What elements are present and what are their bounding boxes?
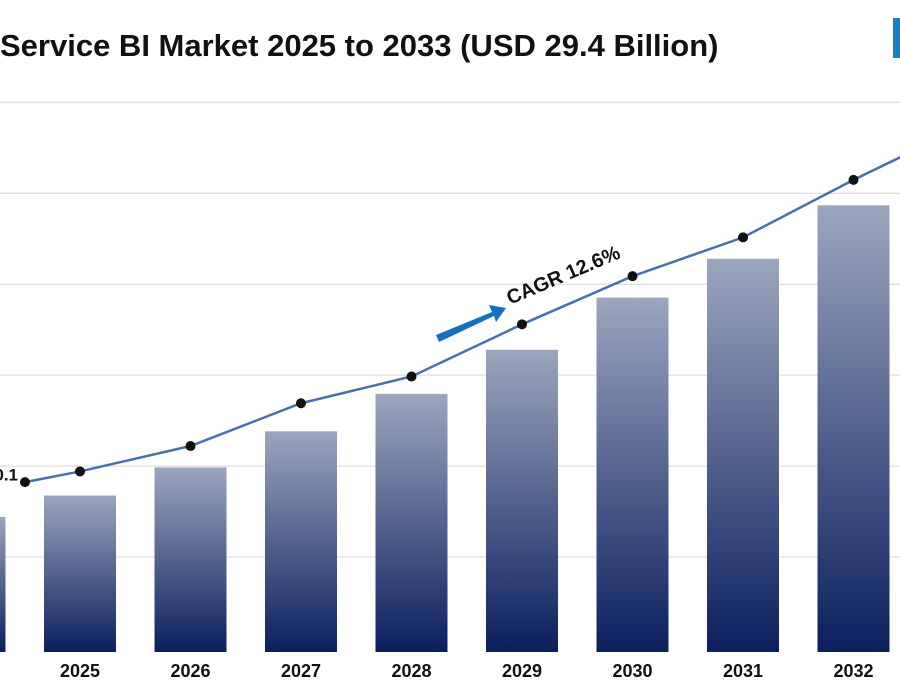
bar (486, 349, 558, 652)
line-point (517, 319, 527, 330)
x-tick-label: 2032 (833, 661, 873, 681)
x-tick-label: 2029 (502, 661, 542, 681)
x-tick-label: 2027 (281, 661, 321, 681)
line-point (738, 232, 748, 243)
x-tick-label: 2028 (391, 661, 431, 681)
data-label: 10.1 (0, 466, 18, 485)
line-point (406, 371, 417, 382)
trend-line (24, 155, 900, 484)
bar (265, 431, 337, 652)
bar (44, 495, 116, 652)
line-point (627, 271, 638, 282)
bar (0, 516, 6, 652)
line-point (185, 441, 196, 452)
bar (817, 205, 890, 653)
chart-title: Service BI Market 2025 to 2033 (USD 29.4… (0, 28, 718, 63)
cagr-arrow (436, 305, 506, 342)
x-tick-label: 2026 (170, 661, 210, 681)
bars (0, 205, 890, 653)
bar (375, 393, 448, 652)
logo (893, 18, 900, 58)
line-layer (20, 155, 900, 488)
bar (154, 467, 227, 652)
line-point (75, 466, 85, 477)
line-point (20, 477, 30, 488)
x-tick-label: 2031 (723, 661, 763, 681)
x-tick-label: 2025 (60, 661, 100, 681)
line-point (848, 174, 859, 185)
x-tick-label: 2030 (612, 661, 652, 681)
bar (707, 258, 779, 652)
line-point (296, 398, 306, 409)
bar (596, 297, 669, 652)
